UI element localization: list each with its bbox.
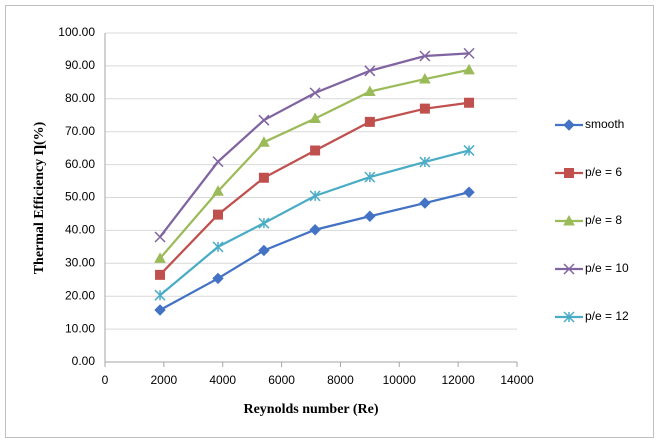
marker	[309, 224, 321, 236]
legend-label: p/e = 10	[585, 261, 629, 275]
legend-marker	[563, 263, 575, 275]
x-axis-title: Reynolds number (Re)	[243, 402, 378, 417]
y-tick-label: 10.00	[65, 321, 95, 335]
x-tick-label: 2000	[151, 373, 178, 387]
marker	[364, 116, 375, 127]
y-tick-label: 60.00	[65, 157, 95, 171]
marker	[258, 114, 270, 126]
marker	[213, 209, 224, 220]
marker	[212, 185, 224, 196]
y-tick-label: 90.00	[65, 58, 95, 72]
y-tick-label: 30.00	[65, 255, 95, 269]
x-tick-label: 4000	[209, 373, 236, 387]
marker	[364, 65, 376, 77]
marker	[258, 244, 270, 257]
marker	[419, 156, 431, 168]
legend-marker	[563, 119, 575, 131]
marker	[419, 197, 431, 209]
x-tick-label: 8000	[327, 373, 354, 387]
y-tick-label: 0.00	[72, 354, 96, 368]
legend-marker	[563, 311, 575, 323]
marker	[419, 50, 431, 62]
x-tick-label: 14000	[500, 373, 534, 387]
marker	[309, 190, 321, 202]
marker	[464, 97, 475, 108]
y-axis-title: Thermal Efficiency Ƞ(%)	[32, 121, 47, 274]
legend-label: p/e = 12	[585, 309, 629, 323]
legend-label: p/e = 8	[585, 213, 622, 227]
y-tick-label: 70.00	[65, 124, 95, 138]
marker	[309, 112, 321, 124]
marker	[310, 145, 321, 156]
marker	[463, 144, 475, 156]
marker	[463, 63, 475, 75]
marker	[212, 241, 224, 253]
marker	[154, 231, 166, 243]
x-tick-label: 12000	[441, 373, 475, 387]
marker	[154, 289, 166, 301]
x-tick-label: 10000	[383, 373, 417, 387]
chart-border	[5, 5, 654, 438]
marker	[154, 252, 166, 263]
x-tick-label: 6000	[268, 373, 295, 387]
y-tick-label: 20.00	[65, 288, 95, 302]
marker	[364, 85, 376, 97]
legend-label: smooth	[585, 117, 624, 131]
y-tick-label: 100.00	[58, 25, 95, 39]
y-tick-label: 50.00	[65, 190, 95, 204]
marker	[155, 269, 166, 280]
marker	[463, 47, 475, 59]
marker	[419, 73, 431, 84]
marker	[258, 217, 270, 229]
marker	[212, 156, 224, 168]
marker	[258, 172, 269, 183]
marker	[258, 136, 270, 147]
marker	[364, 210, 376, 222]
y-tick-label: 40.00	[65, 223, 95, 237]
x-tick-label: 0	[102, 373, 109, 387]
legend-label: p/e = 6	[585, 165, 622, 179]
marker	[212, 272, 224, 285]
legend-marker	[563, 214, 575, 226]
legend-marker	[564, 168, 574, 178]
marker	[309, 87, 321, 99]
marker	[419, 103, 430, 114]
marker	[154, 304, 166, 316]
marker	[364, 171, 376, 183]
y-tick-label: 80.00	[65, 91, 95, 105]
marker	[463, 186, 475, 198]
